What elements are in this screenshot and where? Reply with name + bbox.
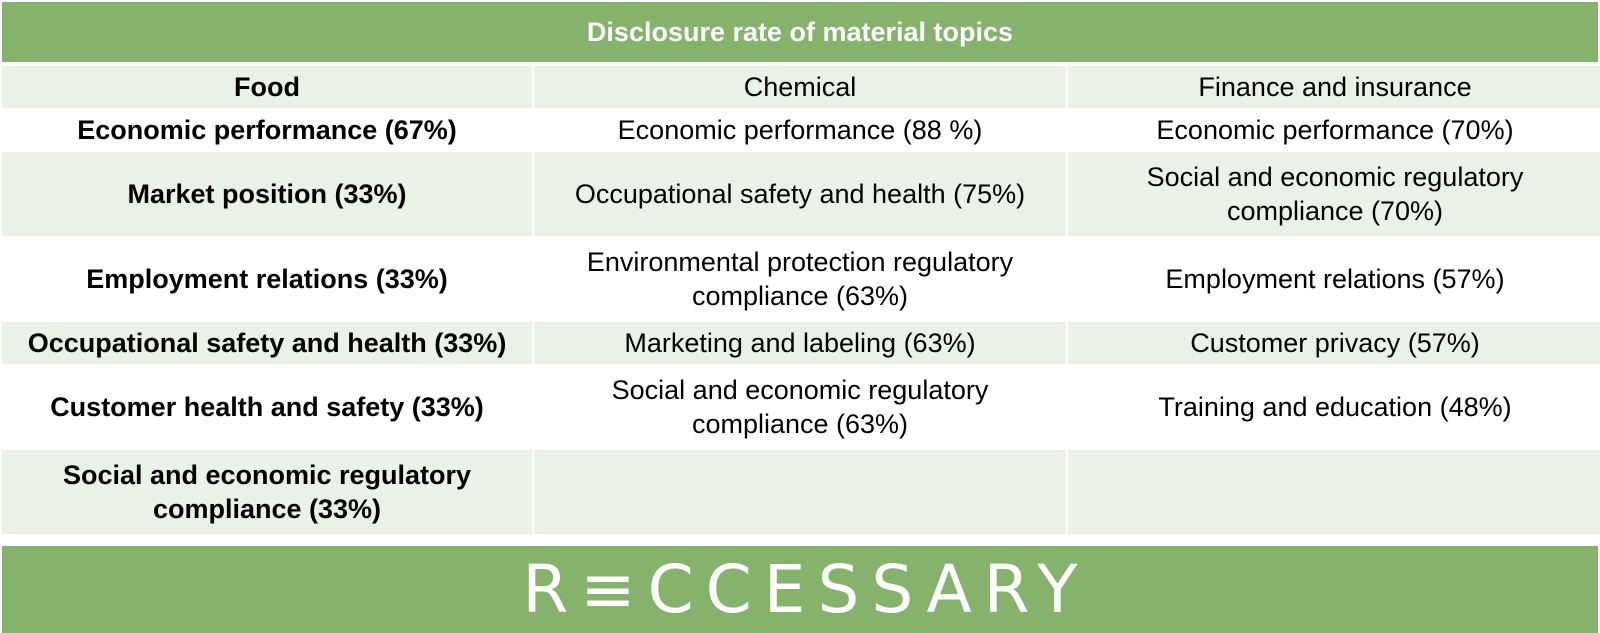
table-cell-finance: Employment relations (57%): [1068, 236, 1600, 322]
column-header-chemical: Chemical: [534, 66, 1066, 108]
table-cell-finance: Customer privacy (57%): [1068, 322, 1600, 364]
table-cell-finance: Training and education (48%): [1068, 364, 1600, 450]
table-cell-food: Customer health and safety (33%): [2, 364, 532, 450]
material-topics-table: Food Chemical Finance and insurance Econ…: [2, 66, 1600, 534]
table-cell-food: Employment relations (33%): [2, 236, 532, 322]
table-cell-chemical: Environmental protection regulatory comp…: [534, 236, 1066, 322]
table-cell-food: Economic performance (67%): [2, 108, 532, 152]
table-cell-chemical: Social and economic regulatory complianc…: [534, 364, 1066, 450]
table-cell-chemical: [534, 450, 1066, 534]
column-header-finance: Finance and insurance: [1068, 66, 1600, 108]
column-header-food: Food: [2, 66, 532, 108]
table-cell-chemical: Economic performance (88 %): [534, 108, 1066, 152]
table-cell-finance: Social and economic regulatory complianc…: [1068, 152, 1600, 236]
footer-banner: R≡CCESSARY: [2, 546, 1598, 633]
reccessary-logo: R≡CCESSARY: [522, 551, 1090, 628]
table-cell-chemical: Marketing and labeling (63%): [534, 322, 1066, 364]
table-cell-food: Occupational safety and health (33%): [2, 322, 532, 364]
table-cell-finance: Economic performance (70%): [1068, 108, 1600, 152]
table-cell-food: Social and economic regulatory complianc…: [2, 450, 532, 534]
table-cell-food: Market position (33%): [2, 152, 532, 236]
table-title: Disclosure rate of material topics: [2, 2, 1598, 62]
table-cell-finance: [1068, 450, 1600, 534]
table-cell-chemical: Occupational safety and health (75%): [534, 152, 1066, 236]
